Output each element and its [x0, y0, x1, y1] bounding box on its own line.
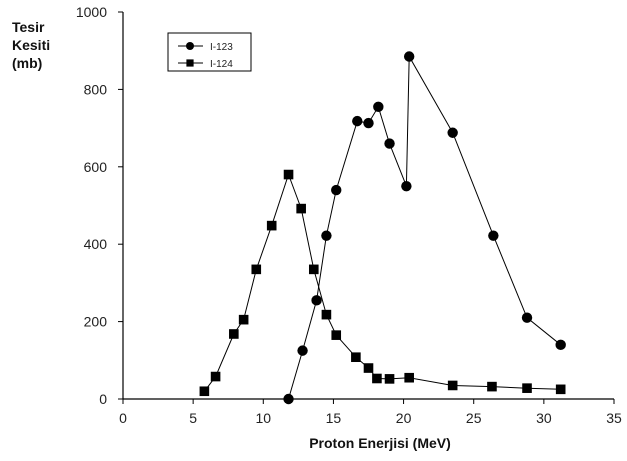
series-line [288, 54, 562, 400]
data-point [363, 117, 374, 129]
data-point [283, 169, 294, 180]
data-point [199, 386, 210, 397]
axes: 0 5 10 15 20 25 30 35 0 200 400 600 800 1000 [76, 4, 622, 426]
data-point [403, 51, 415, 62]
y-axis-title: Tesir Kesiti (mb) [12, 19, 50, 71]
data-point [555, 384, 566, 395]
data-point [373, 101, 384, 113]
data-point [488, 230, 499, 241]
legend-marker [186, 59, 194, 67]
data-point [308, 264, 319, 275]
legend-label: I-124 [210, 59, 233, 70]
data-point [487, 381, 497, 392]
data-point [238, 314, 249, 325]
x-axis-title: Proton Enerjisi (MeV) [309, 435, 451, 451]
data-point [283, 393, 294, 405]
x-tick-label: 15 [326, 410, 342, 426]
data-point [372, 373, 382, 384]
x-tick-label: 0 [119, 410, 127, 426]
data-point [210, 371, 221, 382]
data-point [351, 352, 361, 363]
y-axis-title-line-1: Tesir [12, 19, 45, 35]
data-point [331, 184, 342, 196]
y-tick-label: 0 [99, 391, 107, 407]
legend-label: I-123 [210, 42, 233, 53]
x-tick-label: 5 [189, 410, 197, 426]
data-point [251, 264, 262, 275]
data-point [321, 230, 332, 241]
data-point [352, 115, 363, 127]
data-point [363, 363, 374, 373]
data-point [311, 295, 322, 306]
legend-box [167, 32, 252, 72]
data-point [447, 127, 458, 138]
data-point [297, 345, 308, 356]
series-I-123 [283, 51, 566, 405]
series-line [204, 172, 561, 392]
legend-marker [186, 42, 194, 50]
x-tick-label: 20 [396, 410, 412, 426]
y-axis-title-line-2: Kesiti [12, 37, 50, 53]
data-point [266, 220, 277, 231]
y-tick-label: 800 [84, 81, 108, 97]
legend: I-123 I-124 [167, 32, 252, 72]
series-I-124 [199, 169, 566, 397]
data-point [447, 380, 458, 391]
y-tick-label: 600 [84, 159, 108, 175]
x-tick-label: 25 [466, 410, 482, 426]
data-point [321, 309, 332, 320]
y-tick-label: 1000 [76, 4, 107, 20]
data-point [296, 203, 306, 214]
x-tick-label: 30 [536, 410, 552, 426]
data-point [384, 138, 395, 149]
y-tick-label: 400 [84, 236, 108, 252]
data-point [522, 383, 532, 393]
data-point [404, 372, 414, 383]
data-point [384, 374, 395, 384]
y-tick-label: 200 [84, 314, 108, 330]
data-point [401, 180, 412, 192]
x-tick-label: 35 [606, 410, 622, 426]
data-point [331, 330, 342, 340]
data-point [521, 312, 533, 323]
y-axis-title-line-3: (mb) [12, 55, 42, 71]
series-layer [199, 51, 566, 405]
data-point [229, 329, 239, 339]
x-tick-label: 10 [255, 410, 271, 426]
data-point [555, 339, 566, 351]
